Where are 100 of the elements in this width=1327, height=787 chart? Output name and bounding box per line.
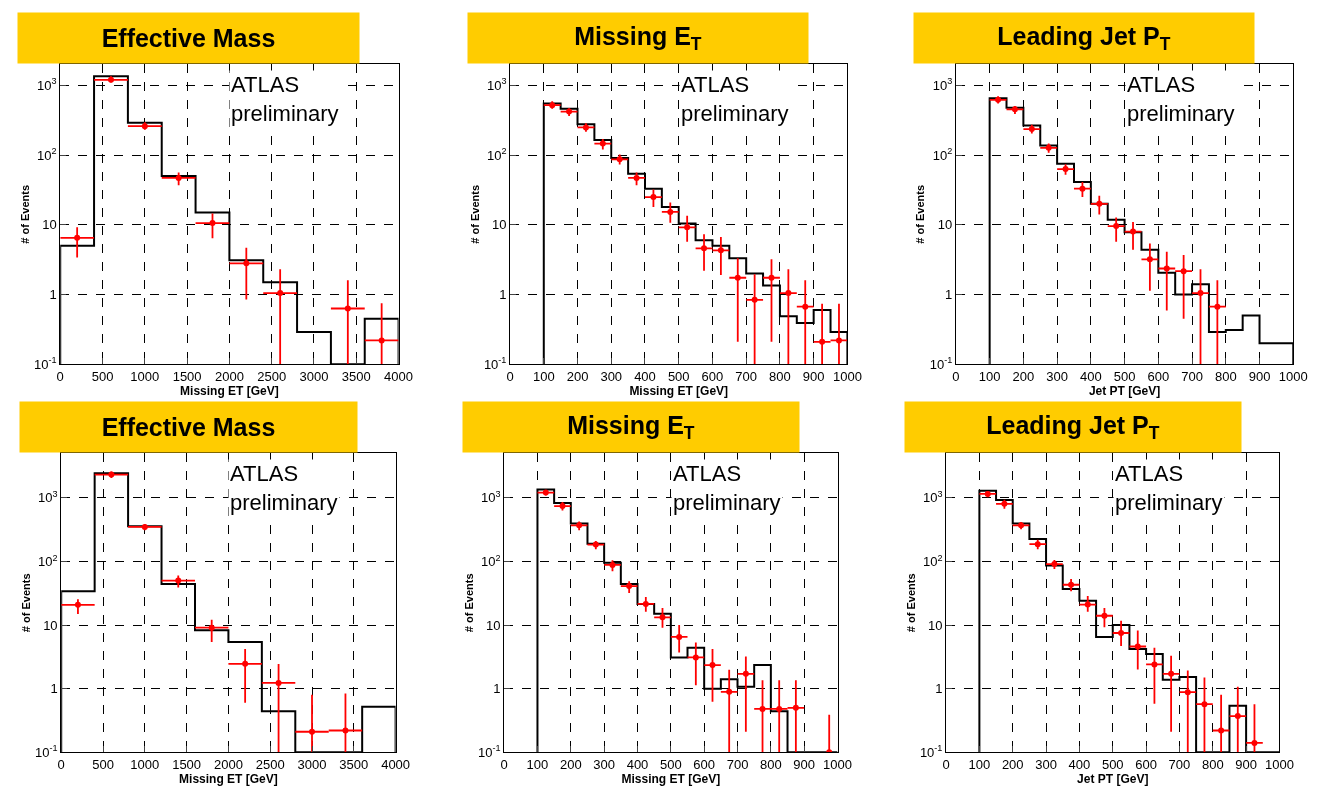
x-tick-label: 400 bbox=[634, 368, 656, 384]
point bbox=[609, 561, 616, 568]
x-tick-label: 900 bbox=[1248, 368, 1271, 384]
x-tick-label: 800 bbox=[760, 756, 782, 772]
point bbox=[1068, 581, 1075, 588]
x-tick-label: 500 bbox=[1113, 368, 1136, 384]
point bbox=[275, 679, 282, 686]
x-tick-label: 400 bbox=[1080, 368, 1102, 384]
x-tick-label: 200 bbox=[566, 368, 589, 384]
point bbox=[626, 583, 633, 590]
x-tick-label: 200 bbox=[1001, 756, 1024, 772]
chart-title: Leading Jet P$_{T}$ bbox=[986, 410, 1160, 444]
point bbox=[175, 577, 182, 584]
y-tick-label: 10$^{2}$ bbox=[922, 552, 943, 569]
y-tick-label: 10$^{-1}$ bbox=[35, 743, 58, 760]
x-tick-label: 900 bbox=[1235, 756, 1257, 772]
x-tick-label: 900 bbox=[802, 368, 825, 384]
point bbox=[1113, 223, 1120, 230]
point bbox=[1234, 713, 1241, 720]
y-tick-label: 10 bbox=[43, 617, 58, 633]
point bbox=[175, 174, 182, 181]
x-tick-label: 100 bbox=[526, 756, 549, 772]
x-tick-label: 0 bbox=[57, 756, 65, 772]
point bbox=[792, 704, 799, 711]
point bbox=[659, 614, 666, 621]
x-tick-label: 500 bbox=[667, 368, 690, 384]
y-tick-label: 10 bbox=[42, 217, 57, 233]
point bbox=[242, 660, 249, 667]
point bbox=[378, 337, 385, 344]
y-axis-title: # of Events bbox=[19, 573, 32, 633]
point bbox=[1084, 601, 1091, 608]
point bbox=[667, 208, 674, 215]
x-tick-label: 600 bbox=[701, 368, 724, 384]
x-tick-label: 300 bbox=[1046, 368, 1068, 384]
point bbox=[209, 220, 216, 227]
x-axis-title: Jet PT [GeV] bbox=[1077, 771, 1149, 786]
point bbox=[1251, 739, 1258, 746]
point bbox=[342, 727, 349, 734]
chart-title: Missing E$_{T}$ bbox=[574, 21, 702, 55]
point bbox=[776, 705, 783, 712]
x-tick-label: 1000 bbox=[823, 756, 852, 772]
x-tick-label: 700 bbox=[1168, 756, 1191, 772]
point bbox=[1079, 185, 1086, 192]
x-tick-label: 1000 bbox=[130, 756, 160, 772]
y-tick-label: 10$^{3}$ bbox=[38, 488, 58, 506]
y-axis-title: # of Events bbox=[468, 184, 481, 244]
point bbox=[1180, 268, 1187, 275]
point bbox=[208, 624, 215, 631]
x-axis-title: Missing ET [GeV] bbox=[629, 383, 729, 398]
y-tick-label: 10$^{2}$ bbox=[480, 552, 501, 569]
x-tick-label: 0 bbox=[56, 368, 64, 384]
point bbox=[1146, 256, 1153, 263]
point bbox=[1184, 689, 1191, 696]
x-tick-label: 0 bbox=[942, 756, 950, 772]
y-tick-label: 10$^{3}$ bbox=[486, 76, 507, 93]
y-tick-label: 10$^{3}$ bbox=[480, 488, 501, 506]
x-tick-label: 300 bbox=[600, 368, 623, 384]
point bbox=[819, 338, 826, 345]
x-tick-label: 2500 bbox=[255, 756, 285, 772]
y-tick-label: 10$^{2}$ bbox=[932, 146, 953, 163]
point bbox=[701, 245, 708, 252]
x-tick-label: 400 bbox=[626, 756, 649, 772]
y-tick-label: 1 bbox=[50, 681, 58, 697]
x-tick-label: 800 bbox=[769, 368, 791, 384]
y-tick-label: 10$^{2}$ bbox=[38, 552, 58, 569]
point bbox=[309, 728, 316, 735]
x-tick-label: 1500 bbox=[172, 756, 202, 772]
x-tick-label: 900 bbox=[793, 756, 816, 772]
point bbox=[599, 140, 606, 147]
point bbox=[1201, 701, 1208, 708]
point bbox=[74, 601, 81, 608]
point bbox=[709, 662, 716, 669]
x-tick-label: 600 bbox=[1135, 756, 1157, 772]
annotation: ATLAS preliminary bbox=[673, 461, 781, 515]
point bbox=[742, 670, 749, 677]
point bbox=[1151, 661, 1158, 668]
y-tick-label: 10$^{-1}$ bbox=[919, 743, 943, 760]
x-tick-label: 4000 bbox=[381, 756, 411, 772]
x-axis-title: Missing ET [GeV] bbox=[621, 771, 721, 786]
point bbox=[1163, 265, 1170, 272]
y-tick-label: 10 bbox=[927, 617, 943, 633]
point bbox=[676, 633, 683, 640]
x-tick-label: 200 bbox=[1012, 368, 1035, 384]
point bbox=[751, 296, 758, 303]
chart-title: Effective Mass bbox=[101, 413, 276, 441]
y-axis-title: # of Events bbox=[462, 573, 475, 633]
y-tick-label: 1 bbox=[945, 287, 953, 303]
x-tick-label: 200 bbox=[559, 756, 582, 772]
point bbox=[1096, 200, 1103, 207]
point bbox=[344, 305, 351, 312]
point bbox=[835, 337, 842, 344]
x-tick-label: 3500 bbox=[339, 756, 369, 772]
x-tick-label: 500 bbox=[91, 368, 114, 384]
x-tick-label: 100 bbox=[978, 368, 1001, 384]
x-tick-label: 600 bbox=[1147, 368, 1170, 384]
y-tick-label: 10 bbox=[486, 617, 501, 633]
point bbox=[717, 247, 724, 254]
point bbox=[1218, 727, 1225, 734]
point bbox=[650, 194, 657, 201]
point bbox=[1134, 643, 1141, 650]
